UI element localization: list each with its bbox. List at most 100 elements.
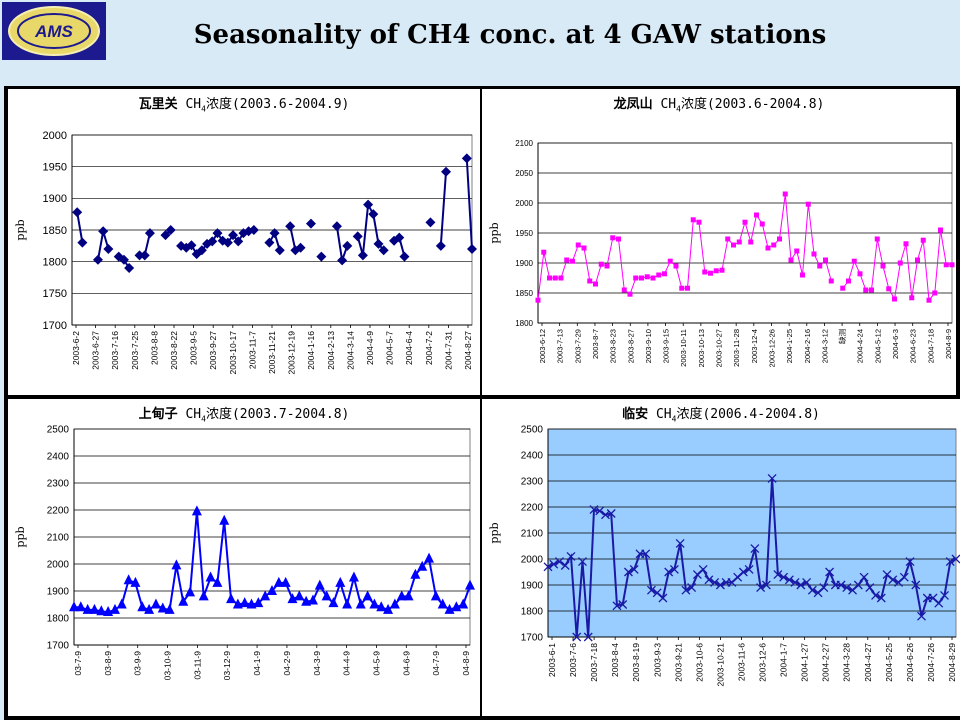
series-group (69, 505, 475, 617)
y-tick-label: 1900 (43, 193, 67, 205)
data-point (316, 251, 327, 262)
data-point (754, 212, 759, 218)
x-tick-label: 2003-8-19 (631, 643, 641, 682)
x-tick-label: 缺测 (837, 329, 847, 344)
data-point (337, 255, 348, 266)
data-point (888, 575, 898, 585)
data-point (357, 250, 368, 261)
data-point (756, 583, 766, 593)
species-label: CH (185, 407, 202, 422)
data-point (761, 580, 771, 590)
data-point (451, 601, 462, 612)
y-axis-label: ppb (488, 522, 501, 543)
chart-panel-longfengshan: 龙凤山 CH4浓度(2003.6-2004.8) 1800 1850 1900 195… (482, 89, 956, 395)
data-point (583, 632, 593, 642)
data-point (96, 605, 107, 616)
period-label: 浓度(2003.6-2004.8) (680, 97, 825, 112)
data-point (842, 583, 852, 593)
chart-svg: 1700 1800 1900 2000 2100 2200 2300 2400 2500 ppb 2… (488, 425, 960, 686)
data-point (144, 603, 155, 614)
x-tick-label: 2004-1-7 (779, 643, 789, 677)
x-tick-label: 2004-3-28 (842, 643, 852, 682)
data-point (817, 263, 823, 269)
x-tick-label: 2004-4-27 (863, 643, 873, 682)
y-tick-label: 1850 (43, 225, 67, 237)
data-point (572, 632, 582, 642)
data-point (228, 230, 239, 241)
y-tick-label: 1700 (43, 320, 67, 332)
y-tick-label: 2000 (47, 560, 70, 571)
data-point (610, 235, 616, 241)
data-point (880, 263, 886, 269)
data-point (943, 262, 949, 268)
chart-title: 临安 CH4浓度(2006.4-2004.8) (482, 403, 960, 424)
data-point (369, 598, 380, 609)
x-tick-label: 2003-7-13 (556, 329, 565, 363)
y-tick-label: 2100 (521, 529, 544, 540)
data-point (219, 514, 230, 525)
y-tick-label: 2100 (515, 139, 533, 148)
data-point (383, 603, 394, 614)
data-point (702, 269, 708, 275)
data-point (704, 575, 714, 585)
data-point (811, 251, 817, 257)
data-point (239, 597, 250, 608)
data-point (165, 225, 176, 235)
data-point (859, 572, 869, 582)
data-point (123, 574, 134, 585)
data-point (465, 579, 475, 590)
data-point (137, 601, 148, 612)
y-axis-label: ppb (14, 526, 27, 547)
data-point (124, 263, 135, 273)
x-tick-label: 2003-7-25 (130, 331, 140, 370)
chart-svg: 1700 1750 1800 1850 1900 1950 2000 ppb 2003-6-2 2… (14, 130, 477, 374)
x-tick-label: 2003-10-13 (697, 329, 706, 367)
station-name: 龙凤山 (613, 97, 653, 112)
x-tick-label: 2004-1-27 (800, 643, 810, 682)
data-point (945, 557, 955, 567)
x-tick-label: 2004-1-25 (785, 329, 794, 363)
data-point (731, 242, 736, 248)
data-point (437, 598, 448, 609)
data-point (89, 603, 100, 614)
data-point (378, 245, 389, 256)
data-point (424, 552, 435, 563)
y-tick-label: 2300 (521, 477, 544, 488)
x-tick-label: 2003-11-6 (736, 643, 746, 681)
x-tick-label: 04-3-9 (312, 651, 322, 676)
data-point (863, 287, 869, 293)
data-point (139, 250, 150, 261)
data-point (430, 590, 441, 601)
x-tick-label: 2004-3-12 (820, 329, 829, 363)
data-point (658, 593, 668, 603)
data-point (134, 250, 145, 261)
x-tick-label: 2004-4-9 (365, 331, 375, 365)
data-point (949, 262, 955, 268)
data-point (389, 598, 400, 609)
data-point (800, 272, 805, 278)
data-point (578, 557, 587, 567)
data-point (865, 583, 875, 593)
data-point (621, 287, 627, 293)
x-tick-label: 2003-12-6 (758, 643, 768, 682)
x-tick-label: 2003-10-11 (679, 329, 688, 367)
data-point (109, 603, 120, 614)
x-tick-label: 2003-8-7 (591, 329, 600, 359)
data-point (552, 275, 558, 281)
x-tick-label: 2004-5-25 (884, 643, 894, 682)
species-label: CH (185, 97, 202, 112)
data-point (790, 577, 800, 587)
y-tick-label: 2000 (43, 130, 67, 142)
x-tick-label: 2004-2-13 (326, 331, 336, 370)
data-point (269, 228, 280, 239)
x-tick-label: 2003-12-26 (767, 329, 776, 367)
y-tick-label: 1700 (521, 633, 544, 644)
data-point (558, 275, 564, 281)
data-point (196, 245, 207, 256)
y-tick-label: 2300 (47, 479, 70, 490)
data-point (926, 297, 932, 303)
data-point (226, 593, 237, 604)
data-point (294, 590, 305, 601)
x-tick-label: 2004-7-26 (926, 643, 936, 682)
x-tick-label: 2004-7-18 (926, 329, 935, 363)
